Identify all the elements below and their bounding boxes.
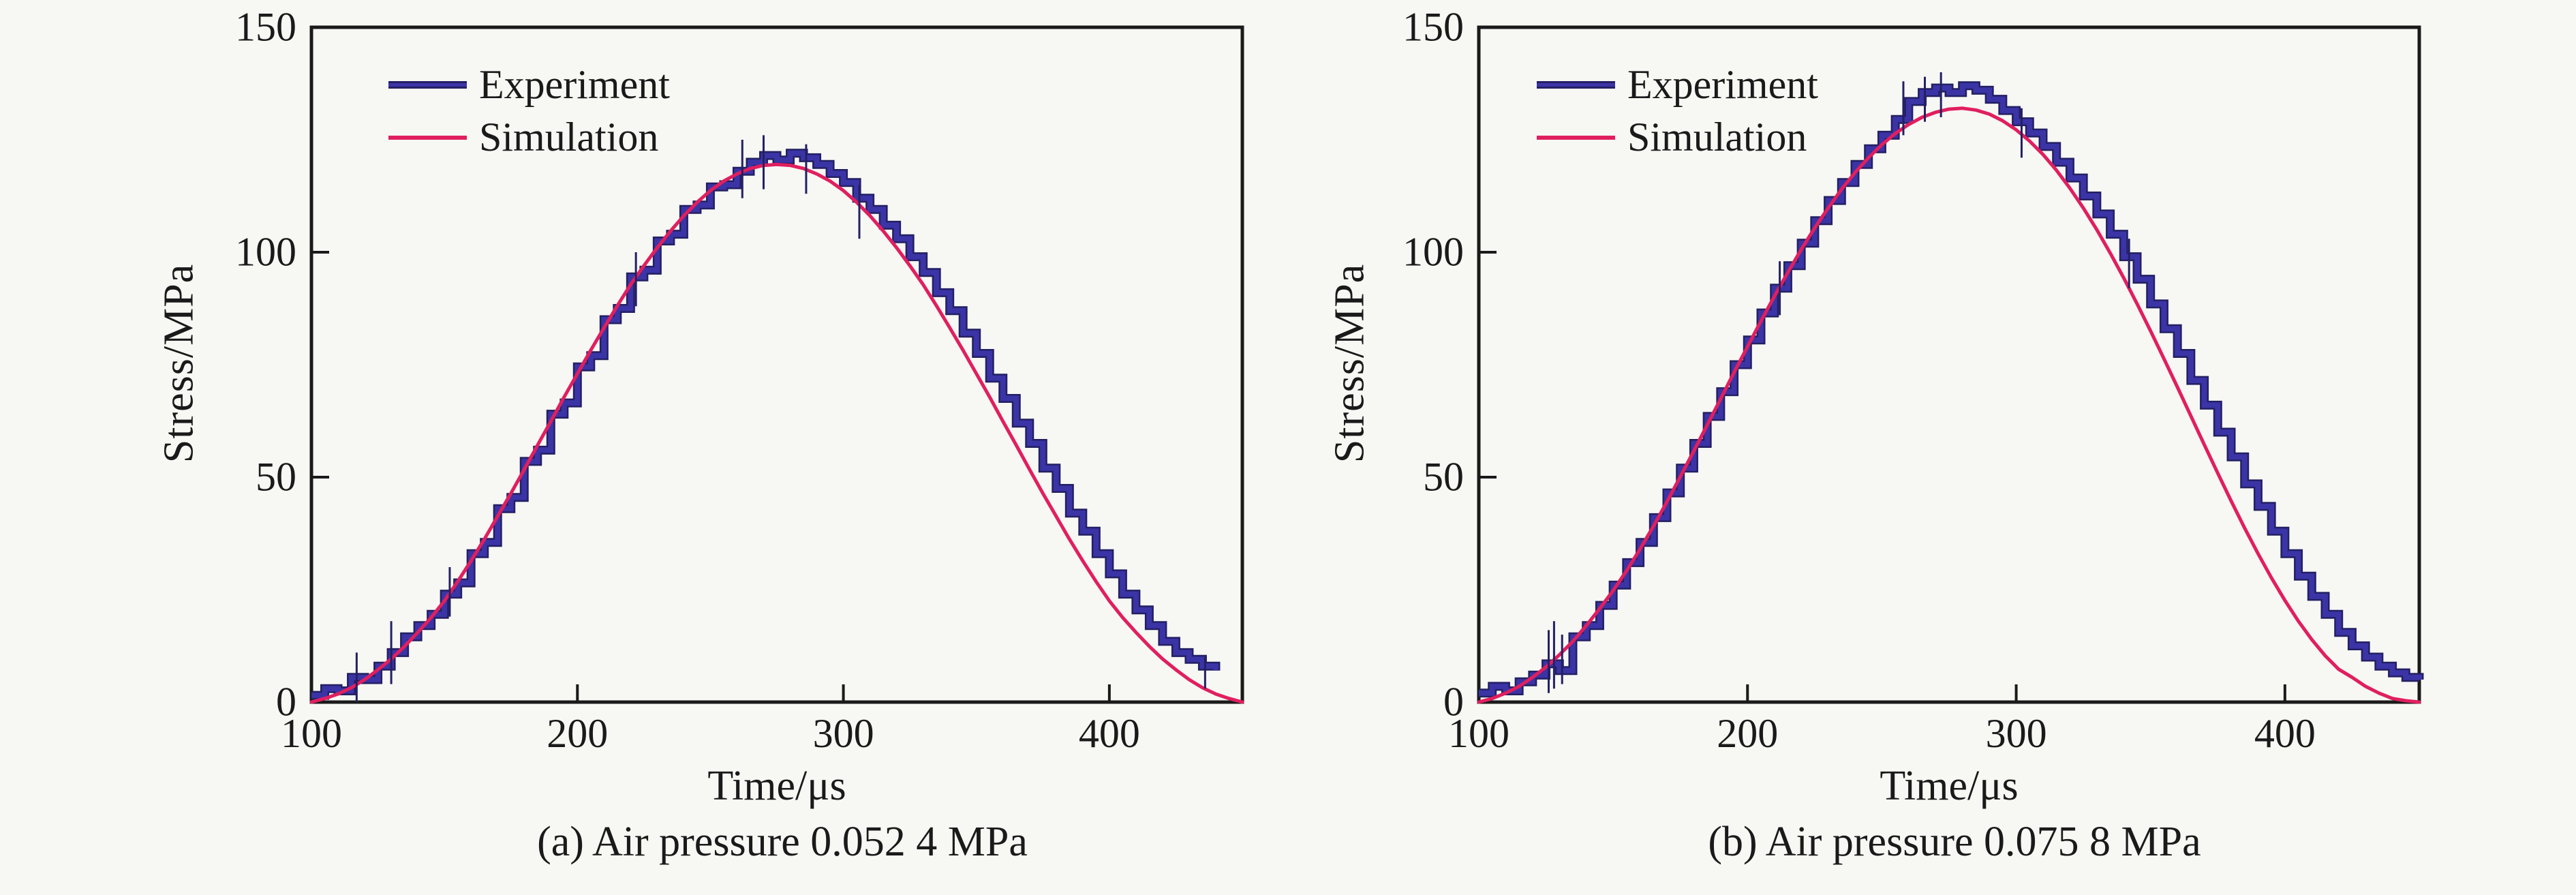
y-tick-label-b: 50 bbox=[1423, 454, 1464, 500]
simulation-curve-a bbox=[309, 162, 1244, 704]
x-tick-label-a: 400 bbox=[1078, 711, 1140, 756]
y-axis-title-b: Stress/MPa bbox=[1326, 263, 1373, 464]
x-tick-label-b: 100 bbox=[1448, 711, 1509, 756]
legend-item-experiment: Experiment bbox=[388, 59, 670, 111]
x-tick-label-a: 200 bbox=[547, 711, 609, 756]
x-axis-title-a: Time/μs bbox=[707, 763, 846, 809]
legend-label-experiment: Experiment bbox=[1627, 62, 1818, 107]
simulation-curve-b bbox=[1477, 106, 2421, 704]
y-tick-label-b: 100 bbox=[1402, 229, 1464, 275]
y-axis-title-a: Stress/MPa bbox=[155, 263, 202, 464]
simulation-line-swatch bbox=[1537, 135, 1615, 140]
y-tick-label-a: 50 bbox=[256, 454, 296, 500]
y-tick-label-a: 100 bbox=[235, 229, 296, 275]
legend-a: Experiment Simulation bbox=[388, 59, 670, 164]
experiment-curve-edge-b bbox=[1479, 81, 2424, 698]
legend-item-experiment: Experiment bbox=[1537, 59, 1818, 111]
experiment-curve-b bbox=[1479, 82, 2422, 696]
x-axis-title-b: Time/μs bbox=[1880, 763, 2019, 809]
experiment-line-swatch bbox=[388, 81, 467, 89]
legend-item-simulation: Simulation bbox=[1537, 111, 1818, 164]
experiment-line-swatch bbox=[1537, 81, 1615, 89]
plot-frame-a bbox=[309, 25, 1244, 704]
legend-label-simulation: Simulation bbox=[479, 115, 659, 160]
plot-frame-b bbox=[1477, 25, 2421, 704]
x-tick-label-b: 200 bbox=[1717, 711, 1779, 756]
legend-label-experiment: Experiment bbox=[479, 62, 670, 107]
legend-b: Experiment Simulation bbox=[1537, 59, 1818, 164]
caption-a: (a) Air pressure 0.052 4 MPa bbox=[537, 819, 1028, 865]
x-tick-label-a: 100 bbox=[281, 711, 342, 756]
legend-item-simulation: Simulation bbox=[388, 111, 670, 164]
y-tick-label-b: 0 bbox=[1443, 679, 1464, 725]
y-tick-label-a: 0 bbox=[276, 679, 296, 725]
experiment-curve-a bbox=[311, 150, 1218, 699]
x-tick-label-a: 300 bbox=[812, 711, 874, 756]
y-tick-label-b: 150 bbox=[1402, 4, 1464, 50]
y-tick-label-a: 150 bbox=[235, 4, 296, 50]
simulation-line-swatch bbox=[388, 135, 467, 140]
x-tick-label-b: 400 bbox=[2254, 711, 2316, 756]
x-tick-label-b: 300 bbox=[1985, 711, 2047, 756]
caption-b: (b) Air pressure 0.075 8 MPa bbox=[1708, 819, 2201, 865]
legend-label-simulation: Simulation bbox=[1627, 115, 1807, 160]
